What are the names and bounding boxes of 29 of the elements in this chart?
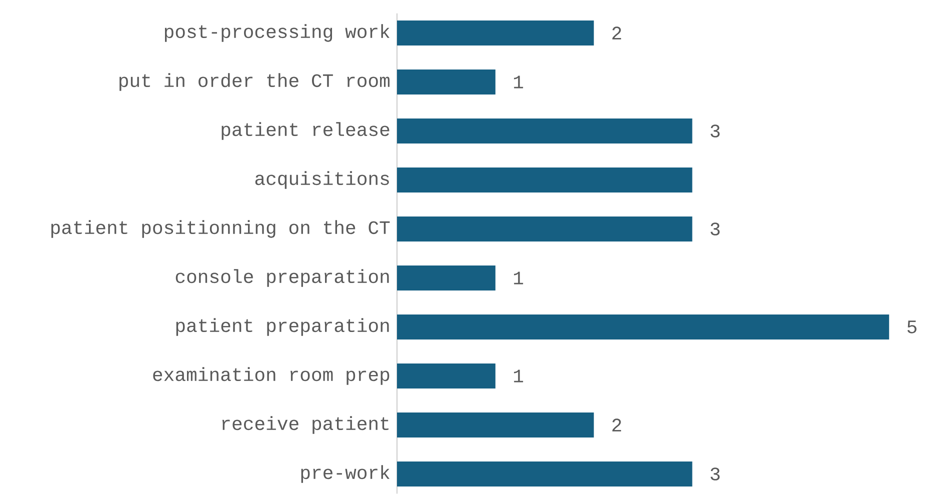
data-label: 3 [710, 222, 720, 236]
y-tick-label: pre-work [301, 465, 390, 483]
y-tick-label: acquisitions [255, 171, 389, 189]
bar [397, 216, 692, 242]
data-label: 2 [612, 418, 622, 432]
bar [397, 118, 692, 144]
data-label: 2 [612, 26, 622, 40]
bar [397, 70, 496, 94]
data-label: 1 [514, 76, 524, 88]
bar [397, 412, 594, 438]
data-label: 5 [907, 320, 916, 334]
data-label: 1 [514, 370, 524, 382]
y-tick-label: patient positionning on the CT [51, 220, 390, 238]
bar [397, 168, 692, 193]
data-label: 3 [710, 124, 720, 138]
data-label: 1 [514, 272, 524, 284]
y-tick-label: patient release [222, 122, 390, 140]
y-tick-label: console preparation [176, 269, 389, 287]
y-tick-label: post-processing work [164, 24, 390, 42]
bar [397, 266, 496, 291]
data-label: 3 [710, 468, 720, 480]
y-tick-label: receive patient [222, 416, 388, 434]
y-tick-label: patient preparation [176, 318, 389, 336]
bar [397, 314, 890, 340]
bar [397, 462, 692, 487]
y-tick-label: put in order the CT room [120, 73, 390, 91]
y-tick-label: examination room prep [153, 367, 390, 385]
bar [397, 364, 496, 389]
bar [397, 20, 594, 46]
